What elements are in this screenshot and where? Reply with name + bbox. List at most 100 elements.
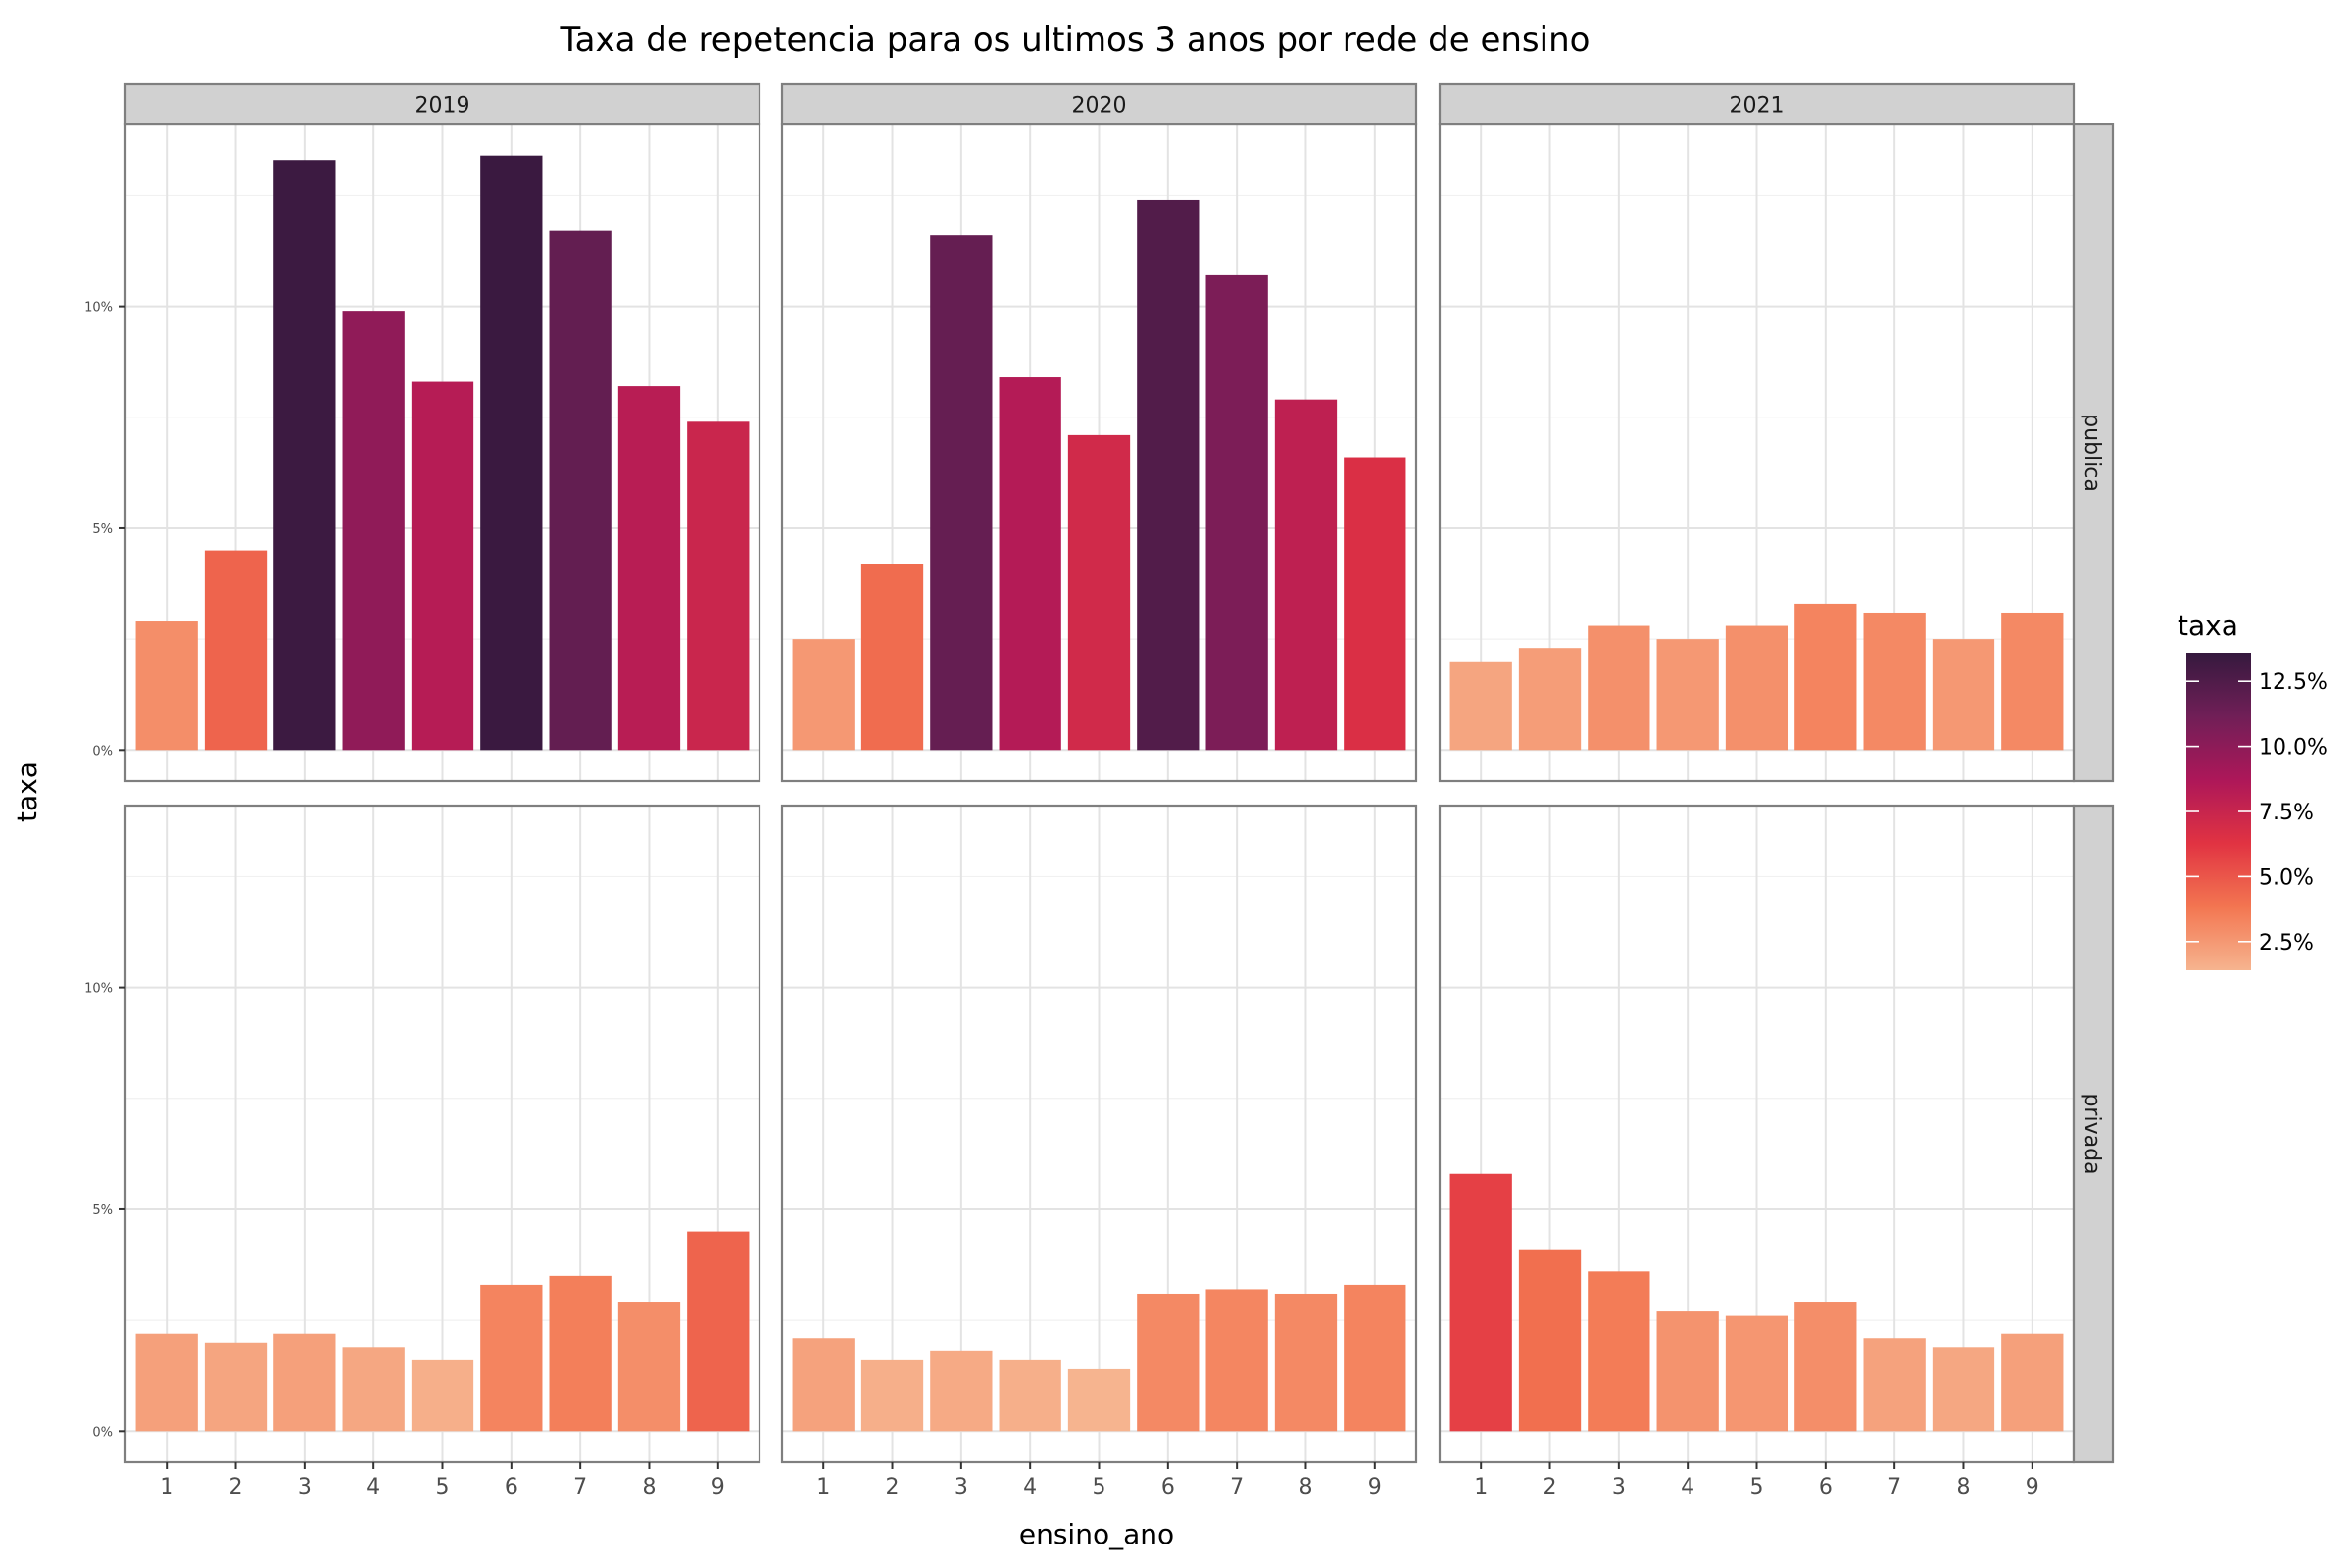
bar-2021-publica-7 bbox=[1863, 612, 1926, 751]
bar-2019-privada-3 bbox=[273, 1333, 336, 1432]
column-strip-label: 2021 bbox=[1730, 94, 1785, 119]
legend-label: 7.5% bbox=[2259, 801, 2314, 825]
bar-2021-privada-2 bbox=[1518, 1249, 1582, 1432]
bar-2019-publica-1 bbox=[135, 621, 198, 751]
x-tick-label: 4 bbox=[1023, 1475, 1037, 1499]
x-tick-label: 6 bbox=[1161, 1475, 1175, 1499]
x-tick-label: 6 bbox=[505, 1475, 518, 1499]
bar-2019-publica-4 bbox=[342, 311, 405, 751]
x-tick-label: 8 bbox=[1956, 1475, 1970, 1499]
bar-2020-privada-8 bbox=[1274, 1293, 1338, 1432]
y-tick-label: 0% bbox=[92, 1425, 113, 1440]
x-tick-label: 1 bbox=[1474, 1475, 1488, 1499]
row-strip bbox=[2072, 122, 2115, 783]
bar-2019-privada-1 bbox=[135, 1333, 198, 1432]
chart-title: Taxa de repetencia para os ultimos 3 ano… bbox=[560, 21, 1591, 60]
bar-2020-publica-9 bbox=[1344, 457, 1406, 751]
color-legend: taxa 12.5% 10.0% 7.5% 5.0% 2.5% bbox=[2178, 610, 2328, 970]
facet-panels bbox=[123, 122, 2076, 1464]
bar-2021-privada-7 bbox=[1863, 1338, 1926, 1432]
row-strip-label: publica bbox=[2080, 414, 2104, 492]
column-strip-label: 2019 bbox=[416, 94, 470, 119]
y-tick-label: 10% bbox=[84, 301, 113, 316]
legend-label: 12.5% bbox=[2259, 670, 2328, 695]
bar-2021-publica-2 bbox=[1518, 648, 1582, 751]
x-tick-label: 3 bbox=[955, 1475, 968, 1499]
facet-strips: 2019 2020 2021 publica privada bbox=[123, 82, 2115, 1464]
bar-2021-publica-6 bbox=[1794, 603, 1857, 751]
x-tick-label: 1 bbox=[160, 1475, 173, 1499]
panel-2021-publica bbox=[1438, 122, 2076, 783]
x-tick-label: 2 bbox=[1544, 1475, 1557, 1499]
column-strip bbox=[123, 82, 761, 126]
x-tick-label: 5 bbox=[1750, 1475, 1764, 1499]
bar-2021-privada-6 bbox=[1794, 1302, 1857, 1432]
bar-2021-publica-1 bbox=[1449, 661, 1512, 751]
x-tick-label: 9 bbox=[711, 1475, 725, 1499]
bar-2021-privada-5 bbox=[1725, 1315, 1788, 1432]
bar-2019-publica-3 bbox=[273, 160, 336, 751]
y-tick-label: 0% bbox=[92, 744, 113, 759]
bar-2019-publica-9 bbox=[687, 421, 750, 751]
x-tick-label: 3 bbox=[1612, 1475, 1626, 1499]
x-tick-label: 9 bbox=[2026, 1475, 2039, 1499]
bar-2020-privada-7 bbox=[1205, 1289, 1268, 1432]
bar-2020-publica-8 bbox=[1274, 399, 1338, 751]
x-tick-label: 8 bbox=[1298, 1475, 1312, 1499]
x-tick-label: 5 bbox=[1093, 1475, 1106, 1499]
row-strip bbox=[2072, 804, 2115, 1464]
bar-2021-publica-4 bbox=[1656, 639, 1719, 751]
legend-label: 5.0% bbox=[2259, 865, 2314, 890]
x-tick-label: 2 bbox=[886, 1475, 900, 1499]
x-tick-label: 4 bbox=[367, 1475, 380, 1499]
x-tick-label: 2 bbox=[229, 1475, 243, 1499]
x-tick-label: 9 bbox=[1368, 1475, 1382, 1499]
bar-2020-privada-3 bbox=[930, 1350, 993, 1432]
panel-2019-privada bbox=[123, 804, 761, 1464]
legend-label: 2.5% bbox=[2259, 931, 2314, 956]
bar-2020-publica-3 bbox=[930, 235, 993, 751]
panel-2021-privada bbox=[1438, 804, 2076, 1464]
bar-2020-privada-5 bbox=[1067, 1368, 1131, 1432]
bar-2019-publica-7 bbox=[549, 230, 612, 751]
panel-2019-publica bbox=[123, 122, 761, 783]
bar-2019-privada-8 bbox=[617, 1302, 681, 1432]
bar-2020-publica-7 bbox=[1205, 274, 1268, 751]
x-tick-label: 4 bbox=[1681, 1475, 1694, 1499]
x-tick-label: 7 bbox=[573, 1475, 587, 1499]
y-axis-title: taxa bbox=[11, 761, 43, 822]
bar-2020-publica-5 bbox=[1067, 434, 1131, 751]
bar-2021-publica-9 bbox=[2001, 612, 2064, 751]
bar-2020-publica-2 bbox=[860, 564, 924, 751]
bar-2019-privada-4 bbox=[342, 1347, 405, 1432]
bar-2021-privada-8 bbox=[1932, 1347, 1995, 1432]
bar-2019-publica-8 bbox=[617, 386, 681, 751]
bar-2021-publica-8 bbox=[1932, 639, 1995, 751]
bar-2019-privada-7 bbox=[549, 1275, 612, 1432]
panel-2020-publica bbox=[780, 122, 1418, 783]
row-strip-label: privada bbox=[2080, 1093, 2104, 1174]
bar-2021-privada-9 bbox=[2001, 1333, 2064, 1432]
bar-2020-privada-9 bbox=[1344, 1284, 1406, 1432]
bar-2020-publica-1 bbox=[792, 639, 855, 751]
column-strip bbox=[780, 82, 1418, 126]
x-tick-label: 6 bbox=[1819, 1475, 1833, 1499]
bar-2019-publica-5 bbox=[411, 381, 474, 751]
x-tick-label: 3 bbox=[298, 1475, 312, 1499]
bar-2021-privada-4 bbox=[1656, 1311, 1719, 1432]
bar-2020-privada-1 bbox=[792, 1338, 855, 1432]
x-axis-ticks: 1 2 3 4 5 6 7 8 9 1 2 3 4 5 6 7 8 9 1 2 3 4 5 6 7 8 9 bbox=[160, 1462, 2039, 1499]
bar-2021-privada-1 bbox=[1449, 1173, 1512, 1432]
bar-2021-publica-3 bbox=[1588, 625, 1650, 751]
x-axis-title: ensino_ano bbox=[1019, 1518, 1174, 1550]
panel-2020-privada bbox=[780, 804, 1418, 1464]
bar-2019-privada-9 bbox=[687, 1231, 750, 1432]
x-tick-label: 8 bbox=[642, 1475, 656, 1499]
y-axis-ticks: 0% 5% 10% 0% 5% 10% bbox=[84, 301, 125, 1440]
y-tick-label: 10% bbox=[84, 982, 113, 997]
bar-2021-publica-5 bbox=[1725, 625, 1788, 751]
x-tick-label: 7 bbox=[1887, 1475, 1901, 1499]
bar-2019-privada-6 bbox=[480, 1284, 543, 1432]
bar-2019-privada-5 bbox=[411, 1359, 474, 1432]
